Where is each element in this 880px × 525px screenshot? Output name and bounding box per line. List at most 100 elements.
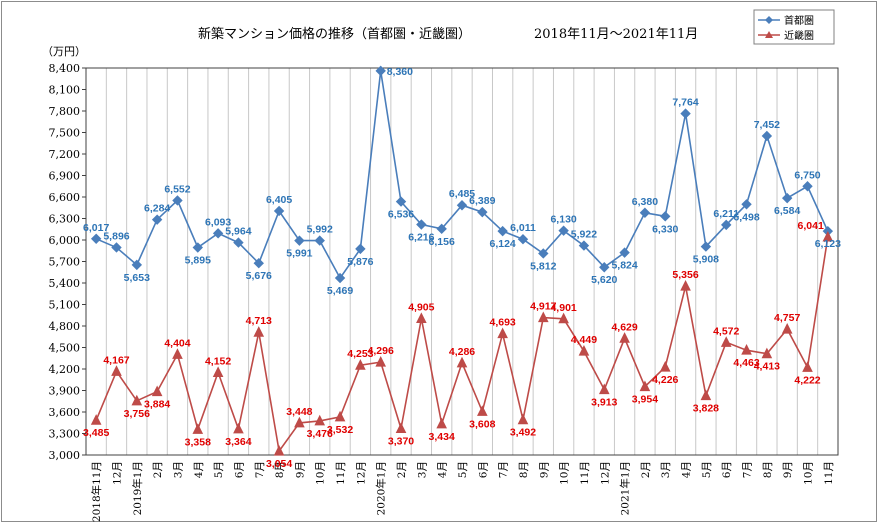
data-label-shutoken: 6,017 — [83, 222, 109, 234]
x-tick-label: 2021年1月 — [619, 461, 632, 515]
data-point-shutoken — [700, 241, 712, 252]
x-tick-label: 4月 — [193, 461, 205, 478]
data-point-kinki — [680, 280, 691, 291]
y-tick-label: 7,800 — [49, 105, 81, 118]
data-label-shutoken: 5,895 — [185, 255, 211, 267]
data-point-kinki — [212, 366, 224, 377]
data-point-shutoken — [151, 214, 163, 225]
data-point-kinki — [720, 336, 732, 347]
data-point-shutoken — [395, 196, 407, 207]
data-point-kinki — [375, 356, 387, 367]
data-label-shutoken: 5,908 — [693, 254, 719, 266]
data-label-kinki: 4,167 — [103, 354, 129, 366]
data-label-shutoken: 6,750 — [794, 169, 820, 181]
y-tick-label: 5,700 — [49, 256, 81, 269]
data-point-shutoken — [578, 240, 590, 251]
data-label-shutoken: 5,812 — [530, 260, 556, 272]
y-tick-label: 6,900 — [49, 170, 81, 183]
data-point-shutoken — [111, 242, 122, 253]
data-point-shutoken — [90, 233, 102, 244]
data-point-kinki — [741, 344, 752, 355]
data-label-kinki: 3,448 — [286, 406, 312, 418]
data-label-shutoken: 5,991 — [286, 248, 312, 260]
data-point-kinki — [659, 361, 671, 372]
x-tick-label: 7月 — [498, 461, 510, 478]
data-point-shutoken — [761, 130, 773, 142]
data-label-kinki: 4,917 — [530, 301, 556, 313]
data-point-shutoken — [273, 205, 285, 217]
x-tick-label: 4月 — [681, 461, 693, 478]
x-tick-label: 9月 — [294, 461, 306, 478]
x-tick-label: 7月 — [254, 461, 266, 478]
data-point-kinki — [822, 230, 834, 242]
data-point-shutoken — [233, 237, 244, 248]
data-label-kinki: 4,253 — [347, 348, 373, 360]
data-label-kinki: 3,954 — [632, 394, 658, 406]
x-tick-label: 4月 — [437, 461, 449, 478]
data-point-shutoken — [172, 195, 183, 206]
series-line-kinki — [95, 236, 829, 454]
data-label-kinki: 3,492 — [510, 427, 536, 439]
data-point-shutoken — [375, 65, 386, 77]
data-label-shutoken: 6,011 — [510, 222, 536, 234]
data-point-kinki — [233, 422, 244, 434]
data-label-kinki: 4,413 — [754, 361, 780, 373]
data-point-shutoken — [334, 272, 346, 284]
x-tick-label: 2019年1月 — [131, 461, 144, 515]
data-label-kinki: 6,041 — [798, 220, 824, 232]
y-tick-label: 6,600 — [49, 191, 81, 204]
data-label-kinki: 3,364 — [225, 436, 251, 448]
x-axis-ticks: 2018年11月 12月 2019年1月 2月 3月 4月 5月 6月 7月 8月 9月 10月 11月… — [90, 461, 835, 522]
x-tick-label: 8月 — [274, 461, 286, 478]
data-point-shutoken — [538, 248, 549, 259]
x-tick-label: 6月 — [721, 461, 733, 478]
data-point-kinki — [253, 326, 265, 337]
data-point-shutoken — [660, 211, 671, 222]
data-point-kinki — [416, 312, 427, 323]
x-tick-label: 12月 — [355, 461, 367, 485]
data-label-kinki: 3,828 — [693, 403, 719, 415]
data-label-shutoken: 6,405 — [266, 194, 292, 206]
data-point-shutoken — [619, 247, 630, 258]
data-label-shutoken: 6,552 — [164, 183, 190, 195]
series-markers — [90, 65, 834, 456]
data-label-kinki: 4,757 — [774, 312, 800, 324]
data-label-shutoken: 6,093 — [205, 216, 231, 228]
data-label-shutoken: 7,452 — [754, 119, 780, 131]
data-point-kinki — [192, 423, 204, 434]
x-tick-label: 5月 — [213, 461, 225, 478]
x-tick-label: 7月 — [742, 461, 754, 478]
data-label-kinki: 4,693 — [490, 317, 516, 329]
y-tick-label: 5,400 — [49, 277, 81, 290]
data-point-shutoken — [192, 242, 203, 253]
data-label-kinki: 3,608 — [469, 418, 495, 430]
data-point-kinki — [151, 385, 163, 397]
x-tick-label: 2020年1月 — [375, 461, 388, 515]
data-point-shutoken — [416, 219, 427, 230]
data-label-shutoken: 5,896 — [103, 230, 129, 242]
data-label-kinki: 4,905 — [408, 301, 434, 313]
data-point-kinki — [273, 445, 285, 456]
data-label-shutoken: 5,620 — [591, 274, 617, 286]
y-tick-label: 4,500 — [49, 342, 81, 355]
data-label-shutoken: 6,584 — [774, 205, 800, 217]
data-point-shutoken — [253, 258, 264, 269]
x-tick-label: 11月 — [335, 461, 347, 485]
data-point-kinki — [537, 311, 549, 323]
x-tick-label: 5月 — [701, 461, 713, 478]
data-label-kinki: 4,404 — [164, 337, 190, 349]
legend-label-kinki: 近畿圏 — [784, 29, 814, 42]
data-point-kinki — [90, 414, 102, 425]
data-point-shutoken — [741, 199, 752, 210]
legend-marker-shutoken — [765, 16, 773, 24]
data-point-kinki — [395, 422, 407, 433]
x-tick-label: 9月 — [782, 461, 794, 478]
x-tick-label: 6月 — [477, 461, 489, 478]
x-tick-label: 8月 — [762, 461, 774, 478]
y-tick-label: 7,200 — [49, 148, 81, 161]
data-label-shutoken: 5,992 — [307, 224, 333, 236]
data-label-shutoken: 6,389 — [469, 195, 495, 207]
data-label-shutoken: 6,130 — [550, 214, 576, 226]
x-tick-label: 10月 — [803, 461, 815, 485]
